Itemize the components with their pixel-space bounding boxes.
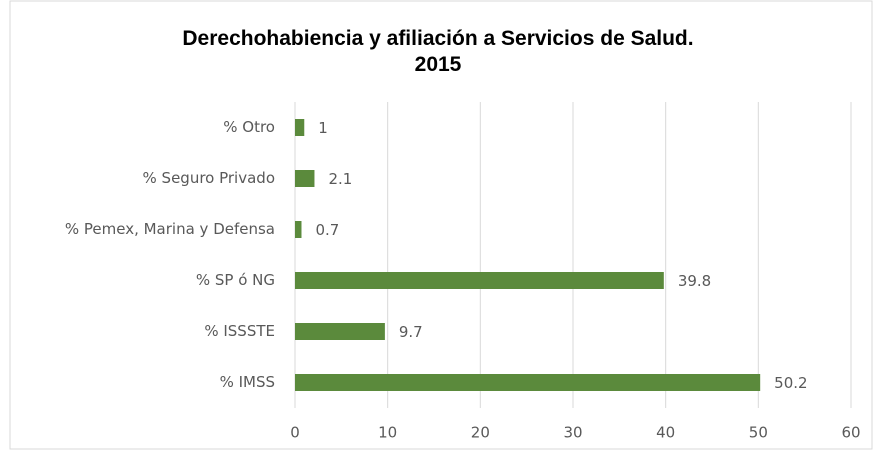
data-label: 50.2 (774, 374, 807, 392)
bar (295, 170, 315, 187)
bar (295, 221, 302, 238)
y-tick-label: % ISSSTE (204, 322, 275, 340)
bar (295, 323, 385, 340)
bar (295, 374, 761, 391)
x-tick-label: 60 (841, 424, 860, 442)
x-tick-label: 50 (749, 424, 768, 442)
bar (295, 119, 305, 136)
x-tick-label: 30 (563, 424, 582, 442)
bar (295, 272, 664, 289)
x-tick-label: 10 (378, 424, 397, 442)
data-label: 9.7 (399, 323, 423, 341)
data-label: 1 (318, 119, 328, 137)
y-tick-label: % IMSS (220, 373, 275, 391)
data-label: 39.8 (678, 272, 711, 290)
chart-title: Derechohabiencia y afiliación a Servicio… (182, 27, 694, 76)
y-tick-label: % Seguro Privado (143, 169, 275, 187)
x-tick-label: 40 (656, 424, 675, 442)
data-label: 2.1 (328, 170, 352, 188)
chart-frame (9, 0, 873, 450)
data-label: 0.7 (315, 221, 339, 239)
y-tick-label: % Otro (223, 118, 275, 136)
x-tick-label: 0 (290, 424, 300, 442)
y-tick-label: % SP ó NG (196, 271, 275, 289)
y-tick-label: % Pemex, Marina y Defensa (65, 220, 275, 238)
x-tick-label: 20 (471, 424, 490, 442)
